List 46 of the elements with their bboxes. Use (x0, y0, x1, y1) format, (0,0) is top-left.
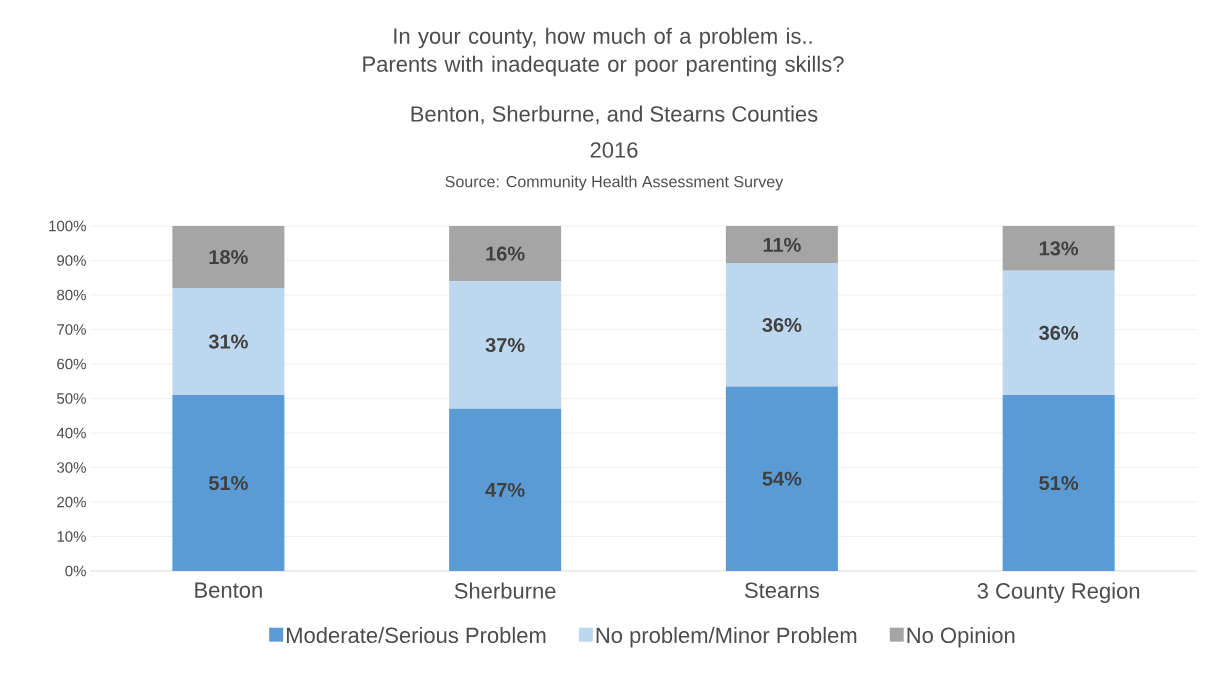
y-tick-label: 70% (57, 324, 86, 335)
x-tick-label: Sherburne (454, 582, 556, 599)
y-tick-label: 60% (57, 358, 86, 370)
legend-label: Moderate/Serious Problem (286, 626, 546, 644)
y-tick-label: 0% (65, 565, 86, 577)
y-tick-label: 20% (57, 496, 86, 508)
chart-subtitle: Benton, Sherburne, and Stearns Counties (411, 105, 818, 125)
data-label: 36% (762, 317, 802, 333)
y-tick-label: 50% (57, 393, 86, 404)
data-label: 11% (763, 237, 801, 252)
data-label: 31% (208, 334, 248, 349)
legend-label: No Opinion (907, 626, 1015, 648)
data-label: 18% (209, 249, 248, 265)
y-tick-label: 100% (49, 220, 86, 232)
bar (449, 281, 562, 409)
y-tick-label: 30% (57, 462, 86, 473)
bar (725, 263, 838, 387)
x-tick-label: 3 County Region (977, 582, 1140, 604)
bar (172, 395, 285, 571)
data-label: 36% (1039, 325, 1079, 341)
x-tick-label: Stearns (744, 582, 819, 599)
source-note: Source: Community Health Assessment Survey (445, 175, 784, 191)
y-tick-label: 10% (57, 531, 86, 542)
text: 2016 (590, 142, 638, 158)
data-label: 54% (762, 471, 802, 486)
bar (1002, 270, 1115, 396)
data-label: 13% (1039, 241, 1079, 256)
x-tick-label: Benton (195, 582, 262, 598)
data-label: 47% (485, 482, 525, 497)
data-label: 37% (485, 337, 525, 353)
bar (725, 386, 838, 571)
bar (172, 226, 285, 289)
bar (1002, 226, 1115, 271)
data-label: 16% (486, 246, 525, 261)
bar (449, 408, 562, 571)
y-tick-label: 40% (56, 427, 86, 439)
y-tick-label: 90% (57, 255, 86, 266)
bar (449, 226, 562, 282)
bar (725, 226, 838, 264)
bar (172, 288, 285, 396)
legend-label: No problem/Minor Problem (596, 626, 857, 648)
data-label: 51% (1039, 475, 1079, 491)
bar (1002, 395, 1115, 571)
y-tick-label: 80% (57, 289, 86, 301)
chart-title: In your county, how much of a problem is.. Parents with inadequate or poor parenting skills? (363, 27, 844, 77)
data-label: 51% (208, 475, 248, 491)
